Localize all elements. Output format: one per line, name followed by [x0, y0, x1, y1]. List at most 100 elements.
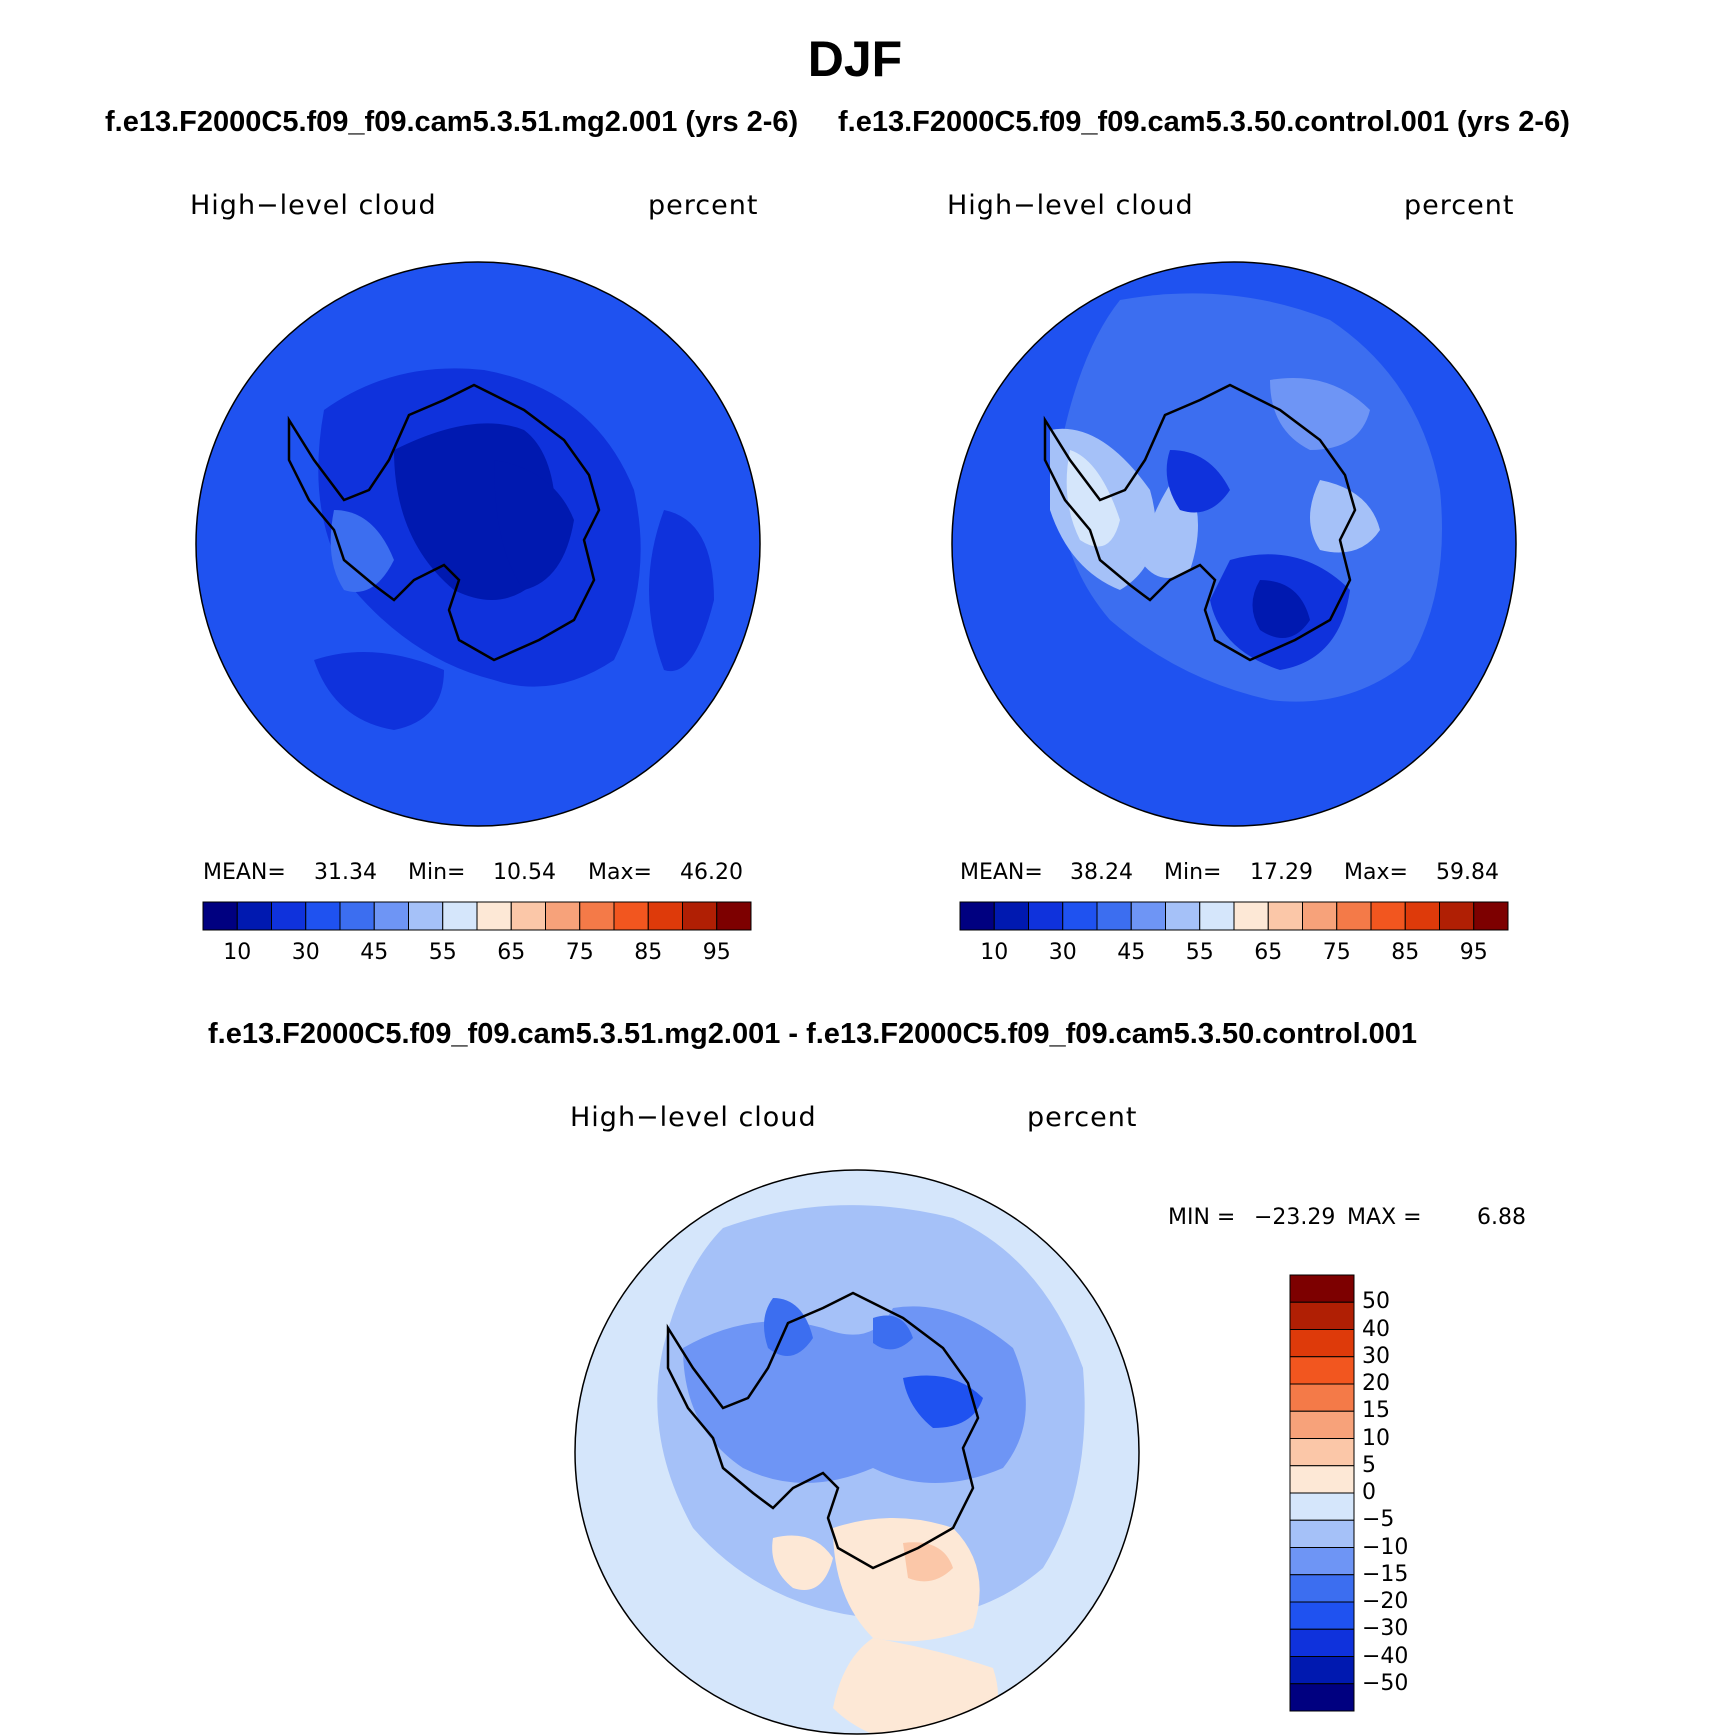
colorbar-box	[305, 901, 341, 931]
colorbar-tick-label: 55	[1185, 940, 1214, 965]
colorbar-box	[271, 901, 307, 931]
colorbar-box	[1165, 901, 1201, 931]
colorbar-tick-label: −5	[1362, 1507, 1395, 1533]
colorbar-tick-label: 30	[1048, 940, 1077, 965]
colorbar-tick-label: −40	[1362, 1643, 1409, 1669]
colorbar-tick-label: 5	[1362, 1452, 1376, 1478]
colorbar-box	[613, 901, 649, 931]
panel-2-colorbar-ticks: 10 30 45 55 65 75 85 95	[960, 940, 1508, 970]
colorbar-tick-label: 0	[1362, 1480, 1376, 1505]
colorbar-box	[1289, 1465, 1355, 1494]
panel-2-min-label: Min=	[1164, 860, 1222, 885]
colorbar-box	[1473, 901, 1509, 931]
colorbar-box	[1404, 901, 1440, 931]
colorbar-tick-label: 65	[497, 940, 526, 965]
panel-1-subtitle: f.e13.F2000C5.f09_f09.cam5.3.51.mg2.001 …	[105, 106, 799, 138]
colorbar-box	[1233, 901, 1269, 931]
colorbar-tick-label: 55	[428, 940, 457, 965]
colorbar-box	[1199, 901, 1235, 931]
colorbar-box	[1439, 901, 1475, 931]
panel-1-min-value: 10.54	[493, 860, 556, 885]
colorbar-box	[1289, 1601, 1355, 1630]
colorbar-box	[1289, 1574, 1355, 1603]
panel-2-mean-value: 38.24	[1070, 860, 1133, 885]
colorbar-box	[647, 901, 683, 931]
colorbar-box	[1289, 1274, 1355, 1303]
diff-subtitle: f.e13.F2000C5.f09_f09.cam5.3.51.mg2.001 …	[208, 1018, 1418, 1050]
colorbar-box	[1289, 1519, 1355, 1548]
colorbar-box	[1289, 1438, 1355, 1467]
panel-1-max-value: 46.20	[680, 860, 743, 885]
colorbar-tick-label: 75	[565, 940, 594, 965]
colorbar-box	[1289, 1301, 1355, 1330]
colorbar-box	[1302, 901, 1338, 931]
diff-max-label: MAX =	[1347, 1205, 1422, 1230]
colorbar-box	[1028, 901, 1064, 931]
colorbar-tick-label: 95	[702, 940, 731, 965]
colorbar-box	[682, 901, 718, 931]
colorbar-box	[1336, 901, 1372, 931]
antarctica-coastline	[666, 1291, 980, 1570]
panel-1-units-label: percent	[648, 190, 759, 221]
panel-1-variable-label: High−level cloud	[190, 190, 437, 221]
colorbar-box	[1062, 901, 1098, 931]
colorbar-box	[202, 901, 238, 931]
colorbar-box	[510, 901, 546, 931]
colorbar-box	[339, 901, 375, 931]
figure-title: DJF	[807, 31, 903, 87]
panel-1-mean-value: 31.34	[314, 860, 377, 885]
panel-2-variable-label: High−level cloud	[947, 190, 1194, 221]
colorbar-tick-label: 85	[634, 940, 663, 965]
colorbar-box	[1289, 1410, 1355, 1439]
colorbar-tick-label: 85	[1391, 940, 1420, 965]
colorbar-tick-label: 45	[360, 940, 389, 965]
colorbar-tick-label: 45	[1117, 940, 1146, 965]
colorbar-tick-label: −10	[1362, 1534, 1409, 1560]
colorbar-tick-label: 50	[1362, 1289, 1390, 1315]
panel-2-min-value: 17.29	[1250, 860, 1313, 885]
diff-map	[574, 1169, 1140, 1735]
colorbar-box	[1267, 901, 1303, 931]
colorbar-box	[408, 901, 444, 931]
diff-min-label: MIN =	[1168, 1205, 1236, 1230]
panel-1-colorbar	[202, 901, 752, 931]
colorbar-box	[476, 901, 512, 931]
colorbar-box	[716, 901, 752, 931]
colorbar-tick-label: 30	[1362, 1343, 1390, 1369]
colorbar-box	[373, 901, 409, 931]
panel-2-max-value: 59.84	[1436, 860, 1499, 885]
diff-colorbar-ticks: 50 40 30 20 15 10 5 0 −5 −10 −15 −20 −30 −40 −50	[1362, 1275, 1482, 1711]
panel-1-colorbar-ticks: 10 30 45 55 65 75 85 95	[203, 940, 751, 970]
colorbar-box	[1289, 1492, 1355, 1521]
panel-1-mean-label: MEAN=	[203, 860, 286, 885]
panel-1-max-label: Max=	[588, 860, 652, 885]
colorbar-tick-label: 20	[1362, 1371, 1390, 1396]
colorbar-box	[959, 901, 995, 931]
colorbar-tick-label: −50	[1362, 1670, 1409, 1696]
diff-min-value: −23.29	[1254, 1205, 1336, 1230]
colorbar-tick-label: −20	[1362, 1589, 1409, 1614]
colorbar-tick-label: 95	[1459, 940, 1488, 965]
colorbar-box	[1289, 1628, 1355, 1657]
diff-max-value: 6.88	[1477, 1205, 1526, 1230]
colorbar-box	[579, 901, 615, 931]
panel-2-units-label: percent	[1404, 190, 1515, 221]
panel-2-map	[951, 261, 1517, 827]
colorbar-box	[993, 901, 1029, 931]
colorbar-box	[442, 901, 478, 931]
colorbar-tick-label: −15	[1362, 1561, 1409, 1587]
colorbar-box	[236, 901, 272, 931]
antarctica-coastline	[1043, 383, 1357, 662]
colorbar-tick-label: 40	[1362, 1316, 1390, 1342]
colorbar-tick-label: −30	[1362, 1616, 1409, 1642]
colorbar-tick-label: 10	[980, 940, 1009, 965]
diff-variable-label: High−level cloud	[570, 1102, 817, 1133]
colorbar-tick-label: 10	[1362, 1425, 1390, 1451]
colorbar-box	[1289, 1656, 1355, 1685]
antarctica-coastline	[287, 383, 601, 662]
colorbar-tick-label: 30	[291, 940, 320, 965]
diff-units-label: percent	[1027, 1102, 1138, 1133]
colorbar-box	[1370, 901, 1406, 931]
panel-2-mean-label: MEAN=	[960, 860, 1043, 885]
panel-2-colorbar	[959, 901, 1509, 931]
